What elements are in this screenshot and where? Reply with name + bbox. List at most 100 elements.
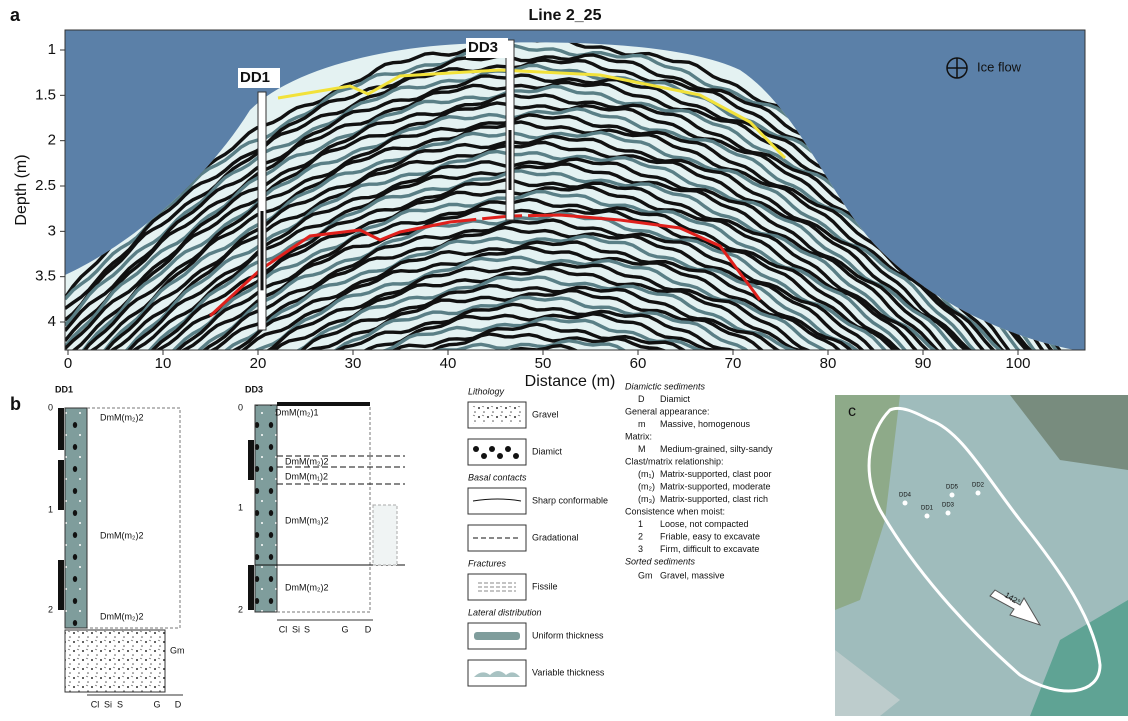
- site: [945, 510, 951, 516]
- unit-label: DmM(m₃)2: [285, 515, 329, 525]
- code-text: Massive, homogenous: [660, 419, 751, 429]
- reflector: [65, 255, 1075, 351]
- site-label: DD3: [942, 503, 955, 509]
- borehole-label: DD3: [468, 39, 498, 56]
- x-tick-label: 80: [820, 355, 837, 372]
- reflector: [65, 130, 1075, 351]
- legend-label: Ice flow: [977, 59, 1022, 74]
- reflector: [65, 266, 1075, 351]
- swatch-dot: [481, 453, 487, 459]
- swatch-dot: [497, 453, 503, 459]
- swatch-fill: [472, 406, 522, 424]
- code: 1: [638, 519, 643, 529]
- y-tick-label: 2.5: [35, 177, 56, 194]
- reflector: [65, 288, 1075, 351]
- y-tick-label: 2: [48, 132, 56, 149]
- reflector: [65, 140, 1075, 351]
- code-group: Consistence when moist:: [625, 506, 725, 516]
- legend-heading: Lithology: [468, 386, 505, 396]
- site: [975, 490, 981, 496]
- unit-bar: [248, 565, 254, 610]
- unit-label: DmM(m₁)2: [285, 471, 328, 481]
- unit-bar: [58, 560, 64, 610]
- reflector: [65, 234, 1075, 351]
- unit-label: DmM(m₂)2: [285, 456, 328, 466]
- panel-label: a: [10, 5, 21, 25]
- map-patch: [835, 650, 900, 716]
- code-text: Matrix-supported, clast rich: [660, 494, 768, 504]
- reflector: [65, 312, 1075, 351]
- code-text: Firm, difficult to excavate: [660, 544, 759, 554]
- legend-heading: Fractures: [468, 558, 507, 568]
- legend-heading: Basal contacts: [468, 472, 527, 482]
- legend-swatch: [467, 487, 527, 515]
- red-horizon: [208, 213, 762, 318]
- site: [902, 500, 908, 506]
- unit-bar: [248, 440, 254, 480]
- legend-item: Sharp conformable: [532, 495, 608, 505]
- unit-bar: [58, 408, 64, 450]
- y-tick-label: 3: [48, 222, 56, 239]
- code: m: [638, 419, 646, 429]
- y-tick-label: 3.5: [35, 268, 56, 285]
- grain-size-label: D: [365, 624, 372, 634]
- code: (m₃): [638, 494, 655, 504]
- y-axis-label: Depth (m): [13, 154, 30, 225]
- code: Gm: [638, 570, 653, 580]
- reflector: [65, 149, 1075, 351]
- y-tick-label: 4: [48, 313, 56, 330]
- site-label: DD2: [972, 483, 985, 489]
- code: 2: [638, 531, 643, 541]
- grain-size-label: Cl: [279, 624, 288, 634]
- log-outline: [87, 407, 181, 629]
- panel-label: c: [848, 403, 856, 420]
- legend-item: Fissile: [532, 581, 558, 591]
- grain-size-label: D: [175, 699, 182, 709]
- legend-heading: Lateral distribution: [468, 607, 542, 617]
- reflector: [65, 343, 1075, 351]
- code: (m₁): [638, 469, 655, 479]
- code-text: Matrix-supported, clast poor: [660, 469, 772, 479]
- reflector: [65, 120, 1075, 351]
- code-text: Diamict: [660, 394, 691, 404]
- site: [949, 492, 955, 498]
- x-axis-label: Distance (m): [525, 373, 616, 390]
- unit-label: DmM(m₂)2: [100, 412, 143, 422]
- plot-frame: [64, 29, 1086, 351]
- borehole-label: DD1: [240, 69, 270, 86]
- swatch-dot: [489, 446, 495, 452]
- reflector: [65, 169, 1075, 351]
- legend-item: Variable thickness: [532, 667, 605, 677]
- reflector: [65, 178, 1075, 351]
- code: 3: [638, 544, 643, 554]
- plot-title: Line 2_25: [529, 7, 602, 24]
- legend-item: Diamict: [532, 446, 563, 456]
- x-tick-label: 90: [915, 355, 932, 372]
- depth-label: 1: [48, 504, 53, 514]
- grain-size-label: S: [304, 624, 310, 634]
- yellow-horizon: [277, 68, 787, 160]
- x-tick-label: 50: [535, 355, 552, 372]
- legend-item: Gradational: [532, 532, 579, 542]
- unit-label: DmM(m₂)1: [275, 407, 318, 417]
- code: D: [638, 394, 645, 404]
- reflector: [65, 240, 1075, 351]
- reflector: [65, 283, 1075, 351]
- log-column: [64, 407, 88, 629]
- x-tick-label: 0: [64, 355, 72, 372]
- site-label: DD1: [921, 506, 934, 512]
- glacier-outline: [867, 406, 1102, 693]
- code-text: Friable, easy to excavate: [660, 531, 760, 541]
- borehole-tag: [466, 38, 508, 58]
- x-tick-label: 20: [250, 355, 267, 372]
- map-patch: [1010, 395, 1128, 470]
- borehole-core: [508, 130, 512, 190]
- depth-label: 0: [48, 402, 53, 412]
- code-group: Clast/matrix relationship:: [625, 456, 724, 466]
- swatch-dot: [473, 446, 479, 452]
- x-tick-label: 60: [630, 355, 647, 372]
- unit-label: DmM(m₂)2: [285, 582, 328, 592]
- code-text: Loose, not compacted: [660, 519, 749, 529]
- reflector: [65, 207, 1075, 351]
